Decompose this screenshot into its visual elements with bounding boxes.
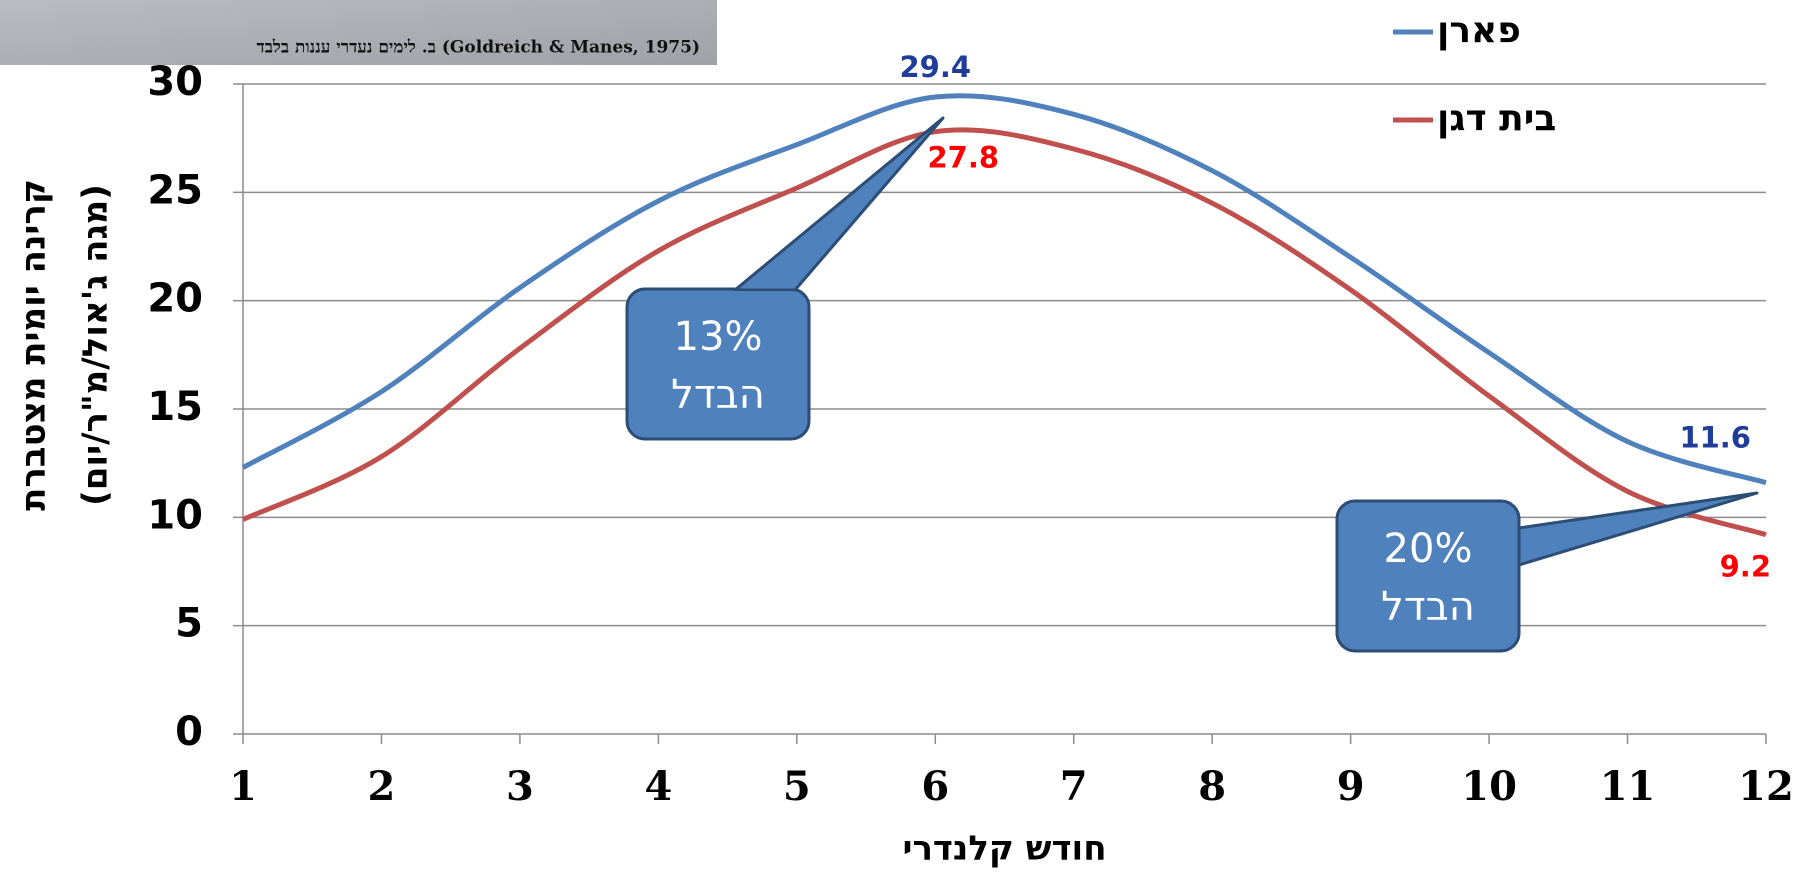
x-tick-label: 1	[229, 763, 257, 810]
y-tick-label: 10	[147, 492, 203, 538]
y-axis-title: קרינה יומית מצטברת	[14, 179, 54, 511]
callout-text: הבדל	[1381, 584, 1475, 630]
x-tick-label: 10	[1461, 763, 1517, 810]
callout-text: 20%	[1384, 526, 1473, 572]
legend-label: פארן	[1437, 10, 1521, 51]
data-label: 29.4	[899, 50, 971, 84]
callout-cover	[629, 291, 807, 437]
source-box	[0, 0, 717, 65]
callout-tail	[1517, 491, 1759, 567]
x-tick-label: 12	[1738, 763, 1794, 810]
y-tick-label: 20	[147, 276, 203, 322]
x-tick-label: 4	[644, 763, 672, 810]
y-tick-label: 15	[147, 384, 203, 430]
data-label: 11.6	[1679, 421, 1751, 455]
callout-cover	[1339, 503, 1517, 649]
data-label: 27.8	[927, 141, 999, 175]
callout: 20% הבדל	[1335, 491, 1759, 653]
x-tick-label: 2	[368, 763, 396, 810]
y-tick-label: 0	[175, 709, 203, 755]
x-tick-label: 6	[921, 763, 949, 810]
series-line	[241, 93, 1767, 486]
x-tick-label: 9	[1337, 763, 1365, 810]
callout-text: הבדל	[671, 372, 765, 418]
x-axis-title: חודש קלנדרי	[902, 829, 1106, 869]
y-axis-title: (מגה ג'אול/מ"ר/יום)	[76, 184, 116, 506]
callout-text: 13%	[674, 314, 763, 360]
x-tick-label: 7	[1060, 763, 1088, 810]
x-tick-label: 8	[1198, 763, 1226, 810]
y-tick-label: 25	[147, 167, 203, 213]
callout-tail	[733, 116, 945, 292]
y-tick-label: 30	[147, 59, 203, 105]
data-label: 9.2	[1720, 550, 1771, 584]
y-tick-label: 5	[175, 601, 203, 647]
source-note: ב. לימים נעדרי עננות בלבד (Goldreich & M…	[257, 38, 700, 58]
series-line	[241, 127, 1767, 538]
legend-label: בית דגן	[1437, 98, 1556, 139]
x-tick-label: 11	[1600, 763, 1656, 810]
x-tick-label: 3	[506, 763, 534, 810]
x-tick-label: 5	[783, 763, 811, 810]
callout: 13% הבדל	[625, 116, 945, 441]
